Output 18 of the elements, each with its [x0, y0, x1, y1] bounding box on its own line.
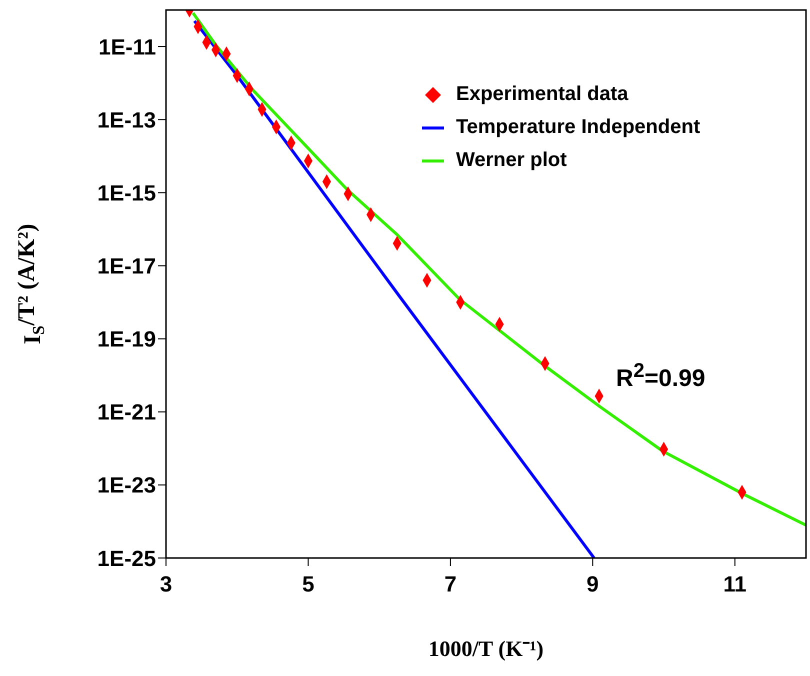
x-tick-label: 11 — [723, 572, 747, 597]
legend-label: Experimental data — [456, 82, 628, 107]
x-tick-label: 9 — [586, 572, 599, 597]
y-tick-label: 1E-23 — [97, 472, 156, 498]
legend-label: Werner plot — [456, 148, 567, 173]
y-tick-label: 1E-19 — [97, 326, 156, 352]
annotation: R$^{2}$=0.99 — [616, 360, 706, 393]
x-tick-label: 5 — [302, 572, 314, 597]
y-tick-label: 1E-21 — [97, 400, 156, 425]
y-tick-label: 1E-17 — [97, 254, 156, 279]
legend-label: Temperature Independent — [456, 115, 700, 140]
x-tick-label: 3 — [160, 572, 172, 597]
x-tick-label: 7 — [444, 572, 457, 597]
y-tick-label: 1E-15 — [97, 180, 156, 206]
y-tick-label: 1E-13 — [97, 107, 156, 132]
x-axis-title: 1000/T (K⁻¹) — [428, 636, 544, 661]
y-tick-label: 1E-25 — [97, 546, 156, 571]
y-tick-label: 1E-11 — [98, 34, 156, 60]
